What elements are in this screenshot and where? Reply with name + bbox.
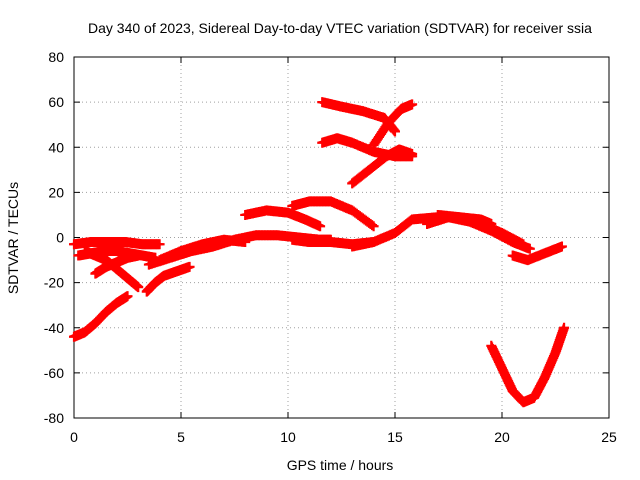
chart-title: Day 340 of 2023, Sidereal Day-to-day VTE… bbox=[88, 20, 592, 36]
x-tick-label: 15 bbox=[387, 429, 403, 445]
y-tick-label: -80 bbox=[44, 410, 64, 426]
series-arc-left-flat bbox=[69, 237, 165, 250]
series-arc-dip-2 bbox=[90, 250, 144, 279]
data-point bbox=[122, 291, 133, 302]
series-arc-mid-hump bbox=[240, 205, 326, 232]
x-tick-label: 5 bbox=[177, 429, 185, 445]
series-arc-far-right bbox=[507, 241, 567, 266]
data-points bbox=[69, 97, 570, 408]
series-arc-low-rise bbox=[69, 291, 133, 342]
x-tick-label: 10 bbox=[280, 429, 296, 445]
series-arc-upper-top bbox=[317, 97, 400, 137]
data-point bbox=[407, 99, 418, 110]
series-arc-upper-cross bbox=[368, 99, 418, 150]
y-tick-label: -40 bbox=[44, 320, 64, 336]
y-axis-label: SDTVAR / TECUs bbox=[5, 182, 21, 294]
data-point bbox=[559, 322, 570, 333]
y-tick-label: -20 bbox=[44, 275, 64, 291]
x-tick-label: 25 bbox=[601, 429, 617, 445]
data-point bbox=[315, 221, 326, 232]
data-point bbox=[524, 243, 535, 254]
ticks: 0 5 10 15 20 25 -80 -60 -40 -20 0 20 40 60 80 bbox=[44, 49, 617, 445]
series-arc-deep-dip bbox=[486, 322, 570, 408]
x-tick-label: 20 bbox=[494, 429, 510, 445]
data-point bbox=[518, 239, 529, 250]
data-point bbox=[368, 221, 379, 232]
data-point bbox=[556, 241, 567, 252]
data-point bbox=[133, 282, 144, 293]
series-arc-mid-hump-2 bbox=[287, 196, 379, 232]
y-tick-label: 80 bbox=[48, 49, 64, 65]
data-point bbox=[184, 261, 195, 272]
series-arc-upper-rise bbox=[347, 144, 418, 189]
data-point bbox=[154, 239, 165, 250]
data-point bbox=[133, 250, 144, 261]
y-tick-label: 60 bbox=[48, 94, 64, 110]
series-arc-right-3 bbox=[432, 209, 529, 250]
data-point bbox=[240, 237, 251, 248]
data-point bbox=[407, 149, 418, 160]
series-arc-mid-low bbox=[154, 234, 251, 266]
y-tick-label: -60 bbox=[44, 365, 64, 381]
data-point bbox=[390, 126, 400, 137]
data-point bbox=[367, 220, 378, 231]
y-tick-label: 40 bbox=[48, 139, 64, 155]
y-tick-label: 20 bbox=[48, 184, 64, 200]
y-tick-label: 0 bbox=[56, 230, 64, 246]
x-tick-label: 0 bbox=[70, 429, 78, 445]
series-arc-dip-3 bbox=[141, 261, 195, 297]
x-axis-label: GPS time / hours bbox=[287, 457, 394, 473]
